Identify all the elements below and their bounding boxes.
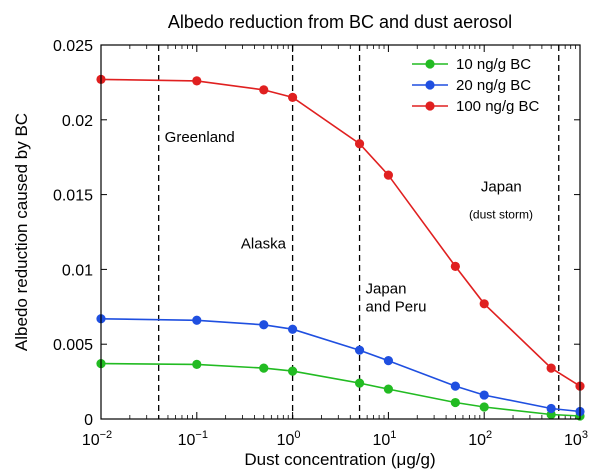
data-point	[383, 384, 393, 394]
x-tick-label: 103	[564, 429, 588, 449]
x-axis-label: Dust concentration (μg/g)	[244, 450, 435, 469]
y-tick-label: 0.025	[53, 38, 93, 55]
region-label: Greenland	[165, 129, 235, 146]
x-tick-label: 100	[277, 429, 301, 449]
data-point	[383, 356, 393, 366]
data-point	[479, 299, 489, 309]
data-point	[450, 381, 460, 391]
legend-label: 100 ng/g BC	[456, 98, 540, 115]
plot-frame	[100, 44, 581, 420]
x-tick-label: 102	[468, 429, 492, 449]
legend-label: 10 ng/g BC	[456, 56, 531, 73]
y-axis-label: Albedo reduction caused by BC	[12, 113, 31, 351]
data-point	[546, 403, 556, 414]
data-point	[450, 261, 460, 272]
data-point	[546, 363, 556, 373]
x-tick-label: 101	[372, 429, 396, 449]
legend-label: 20 ng/g BC	[456, 77, 531, 94]
data-point	[192, 76, 202, 86]
legend-marker	[425, 59, 435, 69]
data-point	[259, 320, 269, 330]
chart-title: Albedo reduction from BC and dust aeroso…	[168, 12, 512, 32]
data-point	[259, 85, 269, 95]
data-point	[259, 363, 269, 373]
data-point	[354, 378, 365, 388]
data-point	[354, 139, 365, 149]
series-line	[100, 78, 581, 387]
data-point	[479, 390, 489, 400]
legend-marker	[425, 80, 435, 90]
region-label: Alaska	[241, 235, 287, 252]
region-label: and Peru	[366, 298, 427, 315]
y-tick-label: 0.01	[62, 262, 93, 279]
legend: 10 ng/g BC 20 ng/g BC 100 ng/g BC	[412, 56, 540, 115]
data-point	[192, 315, 202, 325]
data-point	[383, 170, 393, 180]
x-tick-label: 10−2	[82, 429, 112, 449]
x-tick-label: 10−1	[178, 429, 208, 449]
region-label: Japan	[366, 280, 407, 297]
series-line	[100, 362, 581, 417]
data-point	[288, 366, 298, 376]
data-point	[288, 92, 298, 102]
legend-marker	[425, 101, 435, 111]
data-point	[192, 359, 202, 369]
y-tick-label: 0.02	[62, 113, 93, 130]
data-point	[479, 402, 489, 412]
data-point	[450, 397, 460, 408]
y-tick-label: 0.015	[53, 188, 93, 205]
data-point	[288, 324, 298, 334]
region-label: (dust storm)	[469, 208, 533, 222]
y-tick-label: 0.005	[53, 337, 93, 354]
region-label: Japan	[481, 179, 522, 196]
y-tick-label: 0	[84, 412, 93, 429]
data-point	[354, 345, 365, 355]
series-line	[100, 318, 581, 413]
